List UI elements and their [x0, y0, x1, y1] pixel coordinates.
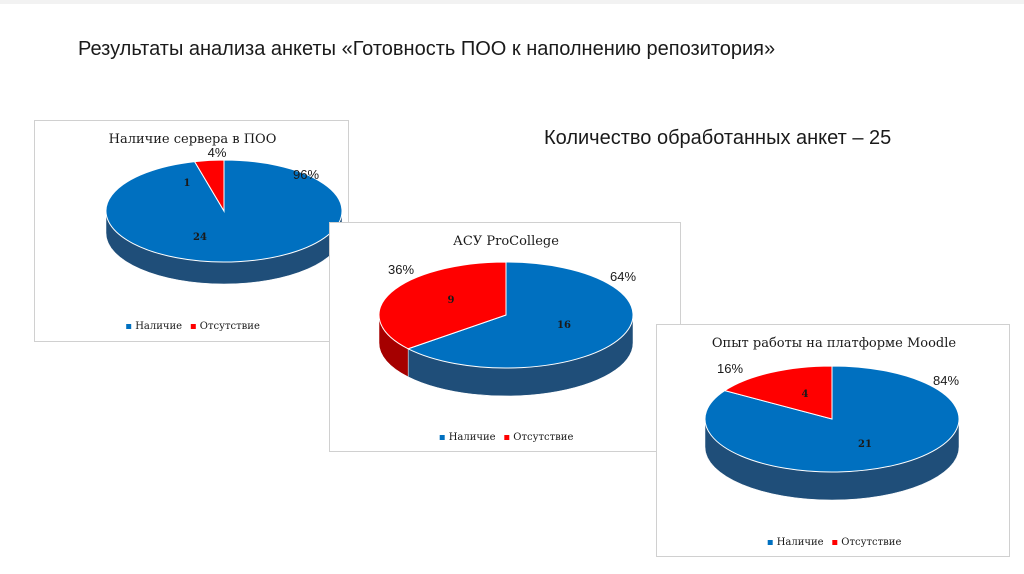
chart-title: Наличие сервера в ПОО — [109, 132, 277, 147]
percent-label-absent: 4% — [208, 145, 227, 160]
legend-label-absent: Отсутствие — [200, 321, 260, 332]
percent-label-absent: 36% — [388, 262, 414, 277]
value-label-present: 16 — [557, 320, 571, 331]
value-label-present: 21 — [858, 439, 872, 450]
chart-svg: Опыт работы на платформе Moodle 84% 16% 21 4… — [704, 336, 959, 548]
slice-present — [406, 261, 634, 369]
chart-server-presence: Наличие сервера в ПОО 96% 4% 24 1 Наличие Отсу… — [34, 120, 349, 342]
value-label-absent: 9 — [448, 295, 455, 306]
legend-swatch-present — [126, 324, 132, 329]
legend-swatch-present — [439, 435, 445, 440]
legend-swatch-absent — [832, 540, 838, 545]
legend-swatch-absent — [504, 435, 510, 440]
chart-svg: Наличие сервера в ПОО 96% 4% 24 1 Наличие Отсу… — [105, 132, 343, 332]
percent-label-absent: 16% — [717, 361, 743, 376]
top-rule — [0, 0, 1024, 4]
chart-title: Опыт работы на платформе Moodle — [712, 336, 957, 351]
legend-swatch-present — [767, 540, 773, 545]
chart-procollege: АСУ ProCollege 64% 36% 16 9 Наличие Отсутствие — [329, 222, 681, 452]
percent-label-present: 96% — [293, 167, 319, 182]
legend-label-absent: Отсутствие — [513, 432, 573, 443]
percent-label-present: 64% — [610, 269, 636, 284]
slice-absent — [378, 261, 507, 350]
slice-absent — [723, 365, 833, 420]
slice-absent — [193, 159, 225, 213]
value-label-present: 24 — [193, 232, 207, 243]
legend-swatch-absent — [190, 324, 196, 329]
value-label-absent: 4 — [802, 389, 809, 400]
chart-svg: АСУ ProCollege 64% 36% 16 9 Наличие Отсутствие — [378, 234, 636, 443]
chart-moodle: Опыт работы на платформе Moodle 84% 16% 21 4… — [656, 324, 1010, 557]
processed-count-text: Количество обработанных анкет – 25 — [544, 127, 892, 149]
legend-label-present: Наличие — [449, 432, 496, 443]
legend-label-present: Наличие — [135, 321, 182, 332]
legend-label-present: Наличие — [777, 537, 824, 548]
value-label-absent: 1 — [184, 178, 191, 189]
slide-title: Результаты анализа анкеты «Готовность ПО… — [78, 38, 776, 60]
chart-title: АСУ ProCollege — [453, 234, 559, 249]
legend-label-absent: Отсутствие — [841, 537, 901, 548]
percent-label-present: 84% — [933, 373, 959, 388]
